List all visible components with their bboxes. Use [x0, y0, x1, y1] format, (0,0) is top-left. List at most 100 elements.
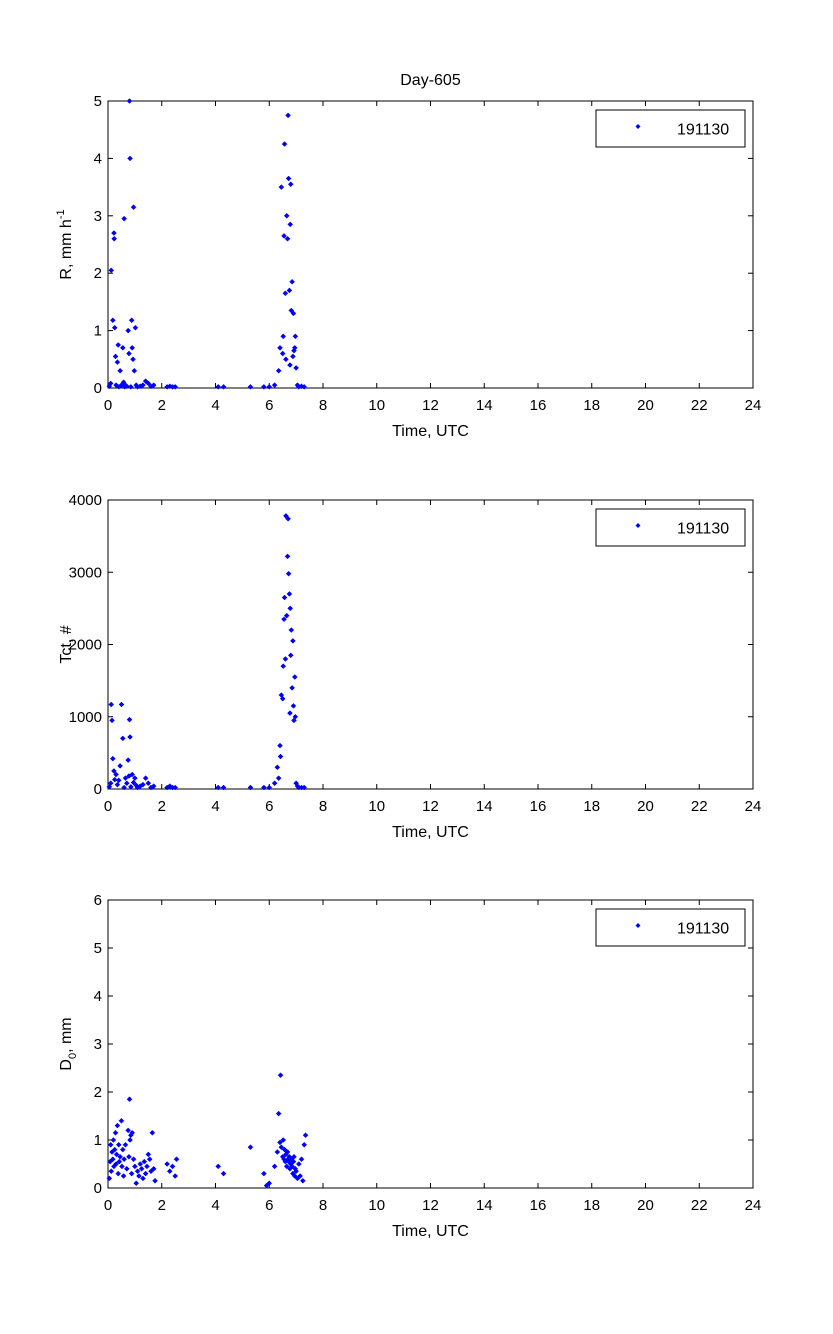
data-point: [266, 1180, 273, 1187]
data-point: [284, 553, 291, 560]
data-point: [150, 382, 157, 388]
data-point: [277, 344, 283, 351]
data-point: [266, 784, 273, 791]
data-point: [128, 317, 135, 324]
data-point: [123, 383, 130, 390]
data-point: [292, 713, 299, 720]
x-tick-label: 0: [104, 397, 112, 414]
x-tick-label: 10: [368, 798, 385, 815]
data-point: [291, 344, 298, 351]
legend: 191130: [595, 109, 746, 148]
y-tick-label: 1: [94, 1132, 102, 1149]
data-point: [115, 342, 122, 348]
data-point: [220, 784, 227, 791]
data-point: [298, 1156, 305, 1163]
x-tick-label: 18: [583, 397, 600, 414]
data-point: [247, 383, 254, 390]
data-point: [145, 1151, 152, 1158]
data-point: [119, 735, 126, 742]
data-point: [289, 278, 295, 285]
data-point: [274, 1149, 281, 1155]
data-point: [127, 383, 134, 390]
data-point: [126, 98, 133, 104]
data-point: [127, 1137, 133, 1143]
x-tick-label: 16: [530, 397, 547, 414]
data-point: [125, 757, 132, 763]
data-point: [290, 703, 297, 709]
data-point: [220, 1170, 227, 1177]
y-tick-label: 4000: [69, 492, 102, 509]
data-point: [302, 1132, 309, 1139]
x-tick-label: 24: [745, 798, 762, 815]
data-point: [111, 768, 117, 774]
data-point: [127, 155, 133, 162]
data-point: [123, 1165, 130, 1172]
data-point: [164, 1161, 170, 1167]
x-tick-label: 12: [422, 798, 439, 815]
data-point: [282, 290, 289, 297]
y-tick-label: 4: [94, 988, 102, 1005]
data-point: [280, 1137, 287, 1143]
x-tick-label: 18: [583, 1197, 600, 1214]
y-tick-label: 5: [94, 940, 102, 957]
x-axis-label: Time, UTC: [392, 1223, 469, 1240]
data-point: [292, 333, 299, 340]
x-tick-label: 4: [211, 1197, 219, 1214]
data-point: [141, 1158, 148, 1165]
data-point: [115, 777, 122, 784]
data-point: [220, 383, 227, 390]
data-point: [115, 1141, 122, 1148]
data-point: [126, 1096, 133, 1103]
data-point: [133, 1180, 140, 1187]
x-tick-label: 8: [319, 798, 327, 815]
data-point: [285, 570, 292, 577]
data-point: [127, 734, 133, 740]
data-point: [261, 784, 267, 791]
data-point: [140, 382, 146, 388]
y-tick-label: 3: [94, 208, 102, 225]
data-point: [166, 783, 173, 789]
data-point: [297, 1173, 304, 1179]
data-point: [286, 287, 293, 294]
data-point: [125, 1127, 132, 1134]
data-point: [277, 1072, 284, 1079]
data-point: [126, 350, 132, 357]
y-tick-label: 4: [94, 150, 102, 167]
data-point: [277, 753, 284, 760]
data-point: [288, 627, 295, 633]
data-point: [275, 1110, 282, 1117]
data-point: [132, 775, 138, 782]
data-point: [289, 684, 295, 691]
data-point: [215, 383, 222, 390]
data-point: [295, 1161, 302, 1167]
y-tick-label: 3000: [69, 564, 102, 581]
data-point: [215, 784, 222, 791]
data-point: [271, 780, 278, 787]
data-point: [134, 1168, 141, 1175]
data-point: [107, 1141, 114, 1148]
data-point: [111, 235, 118, 242]
y-tick-label: 0: [94, 781, 102, 798]
data-point: [117, 1153, 123, 1160]
data-point: [115, 1170, 122, 1177]
x-tick-label: 14: [476, 798, 493, 815]
y-tick-label: 0: [94, 380, 102, 397]
data-point: [125, 327, 132, 334]
x-tick-label: 24: [745, 397, 762, 414]
x-tick-label: 4: [211, 798, 219, 815]
data-point: [150, 783, 157, 789]
data-point: [215, 1163, 222, 1170]
data-point: [173, 1156, 180, 1163]
data-point: [279, 695, 286, 702]
legend-box: [595, 109, 746, 148]
data-point: [128, 1170, 135, 1177]
data-point: [109, 755, 116, 762]
data-point: [121, 784, 127, 791]
data-point: [110, 1137, 117, 1143]
data-point: [287, 221, 294, 228]
data-point: [138, 1165, 145, 1172]
data-point: [129, 344, 136, 351]
data-point: [109, 1156, 116, 1163]
x-tick-label: 8: [319, 1197, 327, 1214]
legend: 191130: [595, 908, 746, 947]
